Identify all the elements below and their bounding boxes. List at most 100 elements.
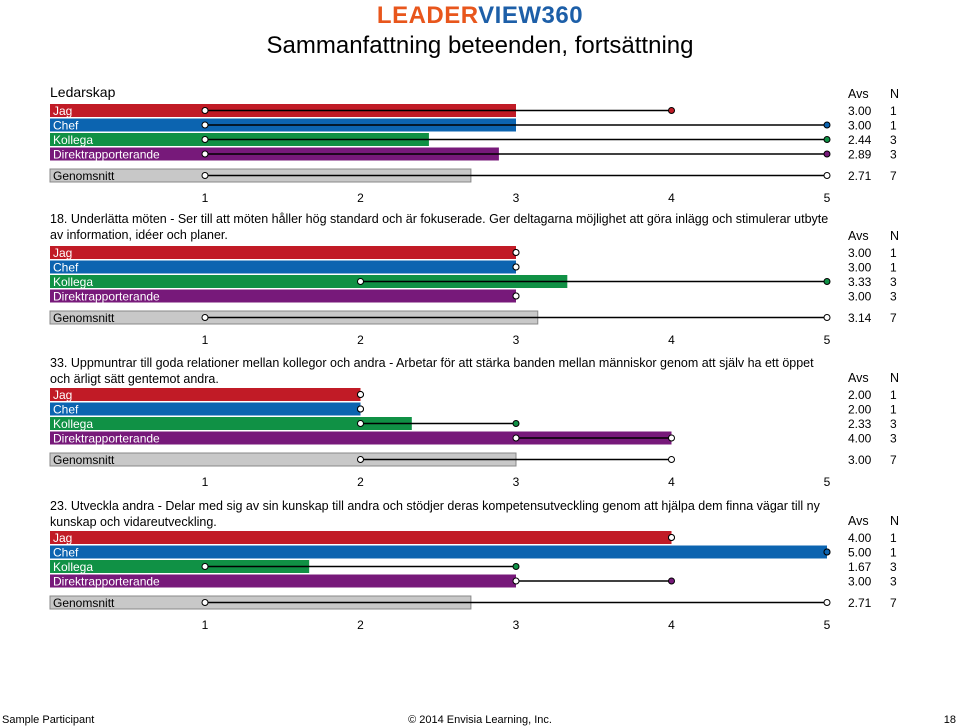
tick-label: 1 <box>202 475 209 489</box>
row-avg-value: 2.00 <box>848 403 872 417</box>
row-avg-value: 3.14 <box>848 311 872 325</box>
range-min-point <box>357 456 364 463</box>
row-label: Jag <box>53 246 72 260</box>
brand-part-view: VIEW360 <box>478 2 584 29</box>
row-label: Genomsnitt <box>53 596 115 610</box>
tick-label: 1 <box>202 618 209 632</box>
bar-jag <box>50 531 672 544</box>
range-max-point <box>823 548 831 556</box>
row-avg-value: 2.33 <box>848 417 872 431</box>
range-min-point <box>357 420 364 427</box>
bar-jag <box>50 246 516 259</box>
chart-1-title: Ledarskap <box>50 84 116 100</box>
row-n-value: 1 <box>890 104 897 118</box>
range-max-point <box>823 136 831 143</box>
row-label: Direktrapporterande <box>53 148 160 162</box>
row-avg-value: 1.67 <box>848 560 872 574</box>
bar-chef <box>50 260 516 274</box>
bar-chef <box>50 545 827 559</box>
row-n-value: 1 <box>890 261 897 275</box>
range-max-point <box>823 150 831 158</box>
row-label: Direktrapporterande <box>53 290 160 304</box>
range-max-point <box>823 314 831 321</box>
row-n-value: 3 <box>890 417 897 431</box>
row-avg-value: 4.00 <box>848 531 872 545</box>
bar-jag <box>50 388 361 401</box>
footer-participant: Sample Participant <box>2 714 95 726</box>
range-min-point <box>201 136 209 143</box>
row-avg-value: 2.44 <box>848 133 872 147</box>
row-n-value: 1 <box>890 546 897 560</box>
row-n-value: 3 <box>890 290 897 304</box>
row-n-value: 7 <box>890 596 897 610</box>
row-n-value: 3 <box>890 432 897 446</box>
bar-kollega <box>50 560 310 573</box>
range-min-point <box>357 278 364 285</box>
row-label: Kollega <box>53 133 93 147</box>
range-max-point <box>512 292 520 300</box>
row-avg-value: 5.00 <box>848 546 872 560</box>
row-label: Chef <box>53 119 79 133</box>
row-n-value: 3 <box>890 133 897 147</box>
column-header-avg: Avs <box>848 514 869 528</box>
range-max-point <box>823 599 831 606</box>
chart-4-title: 23. Utveckla andra - Delar med sig av si… <box>50 499 820 529</box>
range-max-point <box>512 263 520 271</box>
range-max-point <box>823 172 831 179</box>
row-n-value: 7 <box>890 311 897 325</box>
footer-page-number: 18 <box>943 714 956 726</box>
bar-direktrapporterande <box>50 574 516 588</box>
tick-label: 4 <box>668 475 675 489</box>
range-max-point <box>357 405 364 413</box>
tick-label: 3 <box>513 333 520 347</box>
tick-label: 5 <box>824 191 831 205</box>
row-label: Jag <box>53 388 72 402</box>
tick-label: 2 <box>357 475 364 489</box>
brand-logo: LEADERVIEW360 <box>0 2 960 30</box>
row-avg-value: 3.00 <box>848 119 872 133</box>
row-avg-value: 2.00 <box>848 388 872 402</box>
brand-part-leader: LEADER <box>376 2 479 29</box>
tick-label: 5 <box>824 333 831 347</box>
tick-label: 5 <box>824 618 831 632</box>
row-label: Chef <box>53 403 79 417</box>
tick-label: 4 <box>668 333 675 347</box>
page-subtitle: Sammanfattning beteenden, fortsättning <box>266 32 694 59</box>
row-label: Chef <box>53 261 79 275</box>
tick-label: 1 <box>202 333 209 347</box>
range-min-point <box>201 314 209 321</box>
chart-2-title: 18. Underlätta möten - Ser till att möte… <box>50 212 829 242</box>
column-header-avg: Avs <box>848 371 869 385</box>
row-label: Jag <box>53 104 72 118</box>
range-min-point <box>512 434 520 442</box>
row-label: Chef <box>53 546 79 560</box>
row-avg-value: 3.00 <box>848 104 872 118</box>
column-header-n: N <box>890 514 899 528</box>
tick-label: 2 <box>357 333 364 347</box>
row-n-value: 7 <box>890 169 897 183</box>
bar-direktrapporterande <box>50 289 516 303</box>
row-label: Genomsnitt <box>53 311 115 325</box>
tick-label: 2 <box>357 191 364 205</box>
range-min-point <box>201 121 209 129</box>
tick-label: 3 <box>513 191 520 205</box>
range-max-point <box>512 420 520 427</box>
row-avg-value: 4.00 <box>848 432 872 446</box>
chart-4: Avs N Jag 4.00 1 Chef 5.00 1 Kollega 1.67 3 Direktr… <box>49 514 899 632</box>
range-max-point <box>512 249 520 256</box>
row-n-value: 3 <box>890 275 897 289</box>
row-avg-value: 2.71 <box>848 169 872 183</box>
row-n-value: 1 <box>890 403 897 417</box>
row-avg-value: 2.71 <box>848 596 872 610</box>
row-avg-value: 3.00 <box>848 246 872 260</box>
chart-1: Avs N Jag 3.00 1 Chef 3.00 1 Kollega 2.44 3 Direktr… <box>49 87 899 205</box>
row-avg-value: 3.33 <box>848 275 872 289</box>
footer-copyright: © 2014 Envisia Learning, Inc. <box>408 714 552 726</box>
bar-kollega <box>50 275 568 288</box>
range-min-point <box>201 107 209 114</box>
column-header-n: N <box>890 87 899 101</box>
row-label: Kollega <box>53 560 93 574</box>
tick-label: 1 <box>202 191 209 205</box>
row-label: Kollega <box>53 275 93 289</box>
